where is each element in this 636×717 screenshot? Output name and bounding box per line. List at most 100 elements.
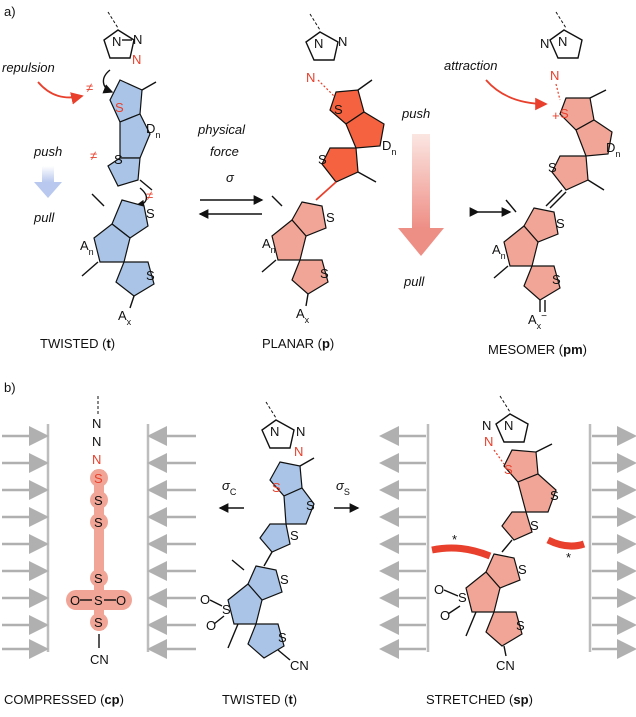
sp-s-3: S	[530, 518, 539, 533]
tb-s-6: S	[278, 630, 287, 645]
planar-molecule: N N N S Dn S S An S Ax	[261, 13, 396, 325]
ax-label-pm: Ax−	[528, 311, 547, 332]
sp-n3-red: N	[484, 434, 493, 449]
mesomer-s-2: S	[548, 160, 557, 175]
planar-n2: N	[338, 34, 347, 49]
repulsion-arrow	[37, 81, 84, 105]
sigma-s-label: σS	[336, 478, 350, 497]
tb-s-5: S	[222, 602, 231, 617]
strap-star-left: *	[452, 532, 457, 547]
sp-n1: N	[504, 418, 513, 433]
cp-s-3: S	[94, 515, 103, 530]
stretched-molecule: N N N S S S * * S S O O S CN	[431, 395, 586, 673]
an-label-pm: An	[492, 242, 506, 261]
sp-s-6: S	[516, 618, 525, 633]
pull-label-right: pull	[403, 274, 425, 289]
dn-label-p: Dn	[382, 138, 396, 157]
planar-s-2: S	[318, 152, 327, 167]
mesomer-molecule: N N N + S Dn S S An S Ax−	[492, 11, 620, 332]
mesomer-n3-red: N	[550, 68, 559, 83]
dn-label-a: Dn	[146, 121, 160, 140]
cp-s-red: S	[94, 471, 103, 486]
stretching-arrows	[379, 424, 636, 659]
repulsion-mark-3: ≠	[146, 188, 153, 203]
physical-label: physical	[197, 122, 246, 137]
an-label-p: An	[262, 236, 276, 255]
repulsion-mark-1: ≠	[86, 80, 93, 95]
planar-caption: PLANAR (p)	[262, 336, 334, 351]
thiophene-s-red: S	[115, 100, 124, 115]
tb-s-4: S	[280, 572, 289, 587]
dn-label-pm: Dn	[606, 140, 620, 159]
tb-s-red: S	[272, 480, 281, 495]
strap-star-right: *	[566, 550, 571, 565]
tb-n1: N	[270, 424, 279, 439]
compressed-caption: COMPRESSED (cp)	[4, 692, 124, 707]
cp-s-4: S	[94, 571, 103, 586]
attraction-label: attraction	[444, 58, 497, 73]
sp-s-2: S	[550, 488, 559, 503]
cp-s-center: S	[94, 593, 103, 608]
sigma-c-label: σC	[222, 478, 237, 497]
mesomer-caption: MESOMER (pm)	[488, 342, 587, 357]
push-pull-arrow-right	[398, 134, 444, 256]
sp-o-1: O	[434, 582, 444, 597]
sp-s-4: S	[518, 562, 527, 577]
repulsion-label: repulsion	[2, 60, 55, 75]
push-label-left: push	[33, 144, 62, 159]
repulsion-mark-2: ≠	[90, 148, 97, 163]
sigma-label: σ	[226, 170, 235, 185]
mesomer-s-4: S	[552, 272, 561, 287]
tb-o-2: O	[206, 618, 216, 633]
push-label-right: push	[401, 106, 430, 121]
triazole-n2: N	[133, 32, 142, 47]
compression-arrows	[2, 424, 196, 659]
stretch-strap-right	[546, 536, 586, 550]
sp-o-2: O	[440, 608, 450, 623]
tb-s-2: S	[306, 498, 315, 513]
stretch-strap-left	[431, 544, 492, 560]
thiophene-s-4: S	[146, 268, 155, 283]
cp-cn: CN	[90, 652, 109, 667]
cp-o-right: O	[116, 593, 126, 608]
panel-b-label: b)	[4, 380, 16, 395]
attraction-arrow	[485, 79, 548, 111]
thiophene-s-3: S	[146, 206, 155, 221]
sp-cn: CN	[496, 658, 515, 673]
cp-s-5: S	[94, 615, 103, 630]
ax-label-p: Ax	[296, 306, 310, 325]
mesomer-n2: N	[540, 36, 549, 51]
cp-n1: N	[92, 416, 101, 431]
sp-s-5: S	[458, 590, 467, 605]
tb-n2: N	[296, 424, 305, 439]
tb-o-1: O	[200, 592, 210, 607]
stretched-caption: STRETCHED (sp)	[426, 692, 533, 707]
mesomer-plus: +	[552, 108, 560, 123]
sp-n2: N	[482, 418, 491, 433]
pull-label-left: pull	[33, 210, 55, 225]
ax-label-a: Ax	[118, 308, 132, 327]
tb-n3-red: N	[294, 444, 303, 459]
mesomer-n1: N	[558, 34, 567, 49]
push-pull-arrow-left	[34, 166, 62, 198]
cp-s-2: S	[94, 493, 103, 508]
tb-cn: CN	[290, 658, 309, 673]
cp-o-left: O	[70, 593, 80, 608]
panel-a-label: a)	[4, 4, 16, 19]
planar-n1: N	[314, 36, 323, 51]
mesomer-s-3: S	[556, 216, 565, 231]
sp-s-red: S	[504, 462, 513, 477]
cp-n3-red: N	[92, 452, 101, 467]
triazole-n3-red: N	[132, 52, 141, 67]
force-label: force	[210, 144, 239, 159]
cp-n2: N	[92, 434, 101, 449]
planar-n3-red: N	[306, 70, 315, 85]
thiophene-s-2: S	[114, 152, 123, 167]
mesomer-s-red: S	[560, 106, 569, 121]
compressed-molecule: N N N S S S S O S O S CN	[66, 396, 132, 667]
twisted-caption-b: TWISTED (t)	[222, 692, 297, 707]
twisted-molecule-a: N N N S Dn S ≠ ≠ ≠ S An S Ax	[80, 11, 160, 327]
planar-s-4: S	[320, 266, 329, 281]
twisted-molecule-b: N N N S S S S S O O S CN	[200, 401, 315, 673]
